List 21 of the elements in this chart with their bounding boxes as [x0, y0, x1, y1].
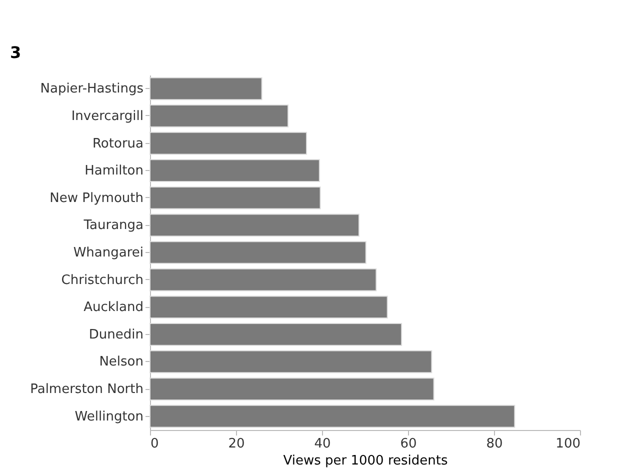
y-tick-label: Wellington	[74, 409, 144, 424]
y-tick-label: Napier-Hastings	[40, 82, 144, 97]
x-tick-label: 60	[400, 436, 417, 452]
y-tick-label: Auckland	[84, 300, 144, 316]
x-tick-label: 20	[228, 436, 245, 452]
y-tick-label: Hamilton	[84, 164, 144, 179]
x-tick-label: 100	[556, 436, 580, 452]
y-tick-label: Rotorua	[92, 136, 144, 152]
y-tick-label: Palmerston North	[30, 382, 144, 398]
x-axis-title: Views per 1000 residents	[283, 454, 448, 468]
y-tick-label: New Plymouth	[50, 190, 144, 206]
y-tick-label: Christchurch	[61, 272, 144, 288]
x-tick-label: 80	[486, 436, 503, 452]
y-tick-label: Nelson	[99, 354, 144, 370]
y-tick-label: Tauranga	[82, 218, 144, 234]
y-tick-label: Dunedin	[88, 327, 144, 342]
x-tick-label: 40	[314, 436, 331, 452]
x-tick-label: 0	[150, 436, 159, 452]
text: 3	[10, 43, 22, 62]
y-tick-label: Invercargill	[71, 108, 144, 124]
y-tick-label: Whangarei	[73, 246, 144, 260]
